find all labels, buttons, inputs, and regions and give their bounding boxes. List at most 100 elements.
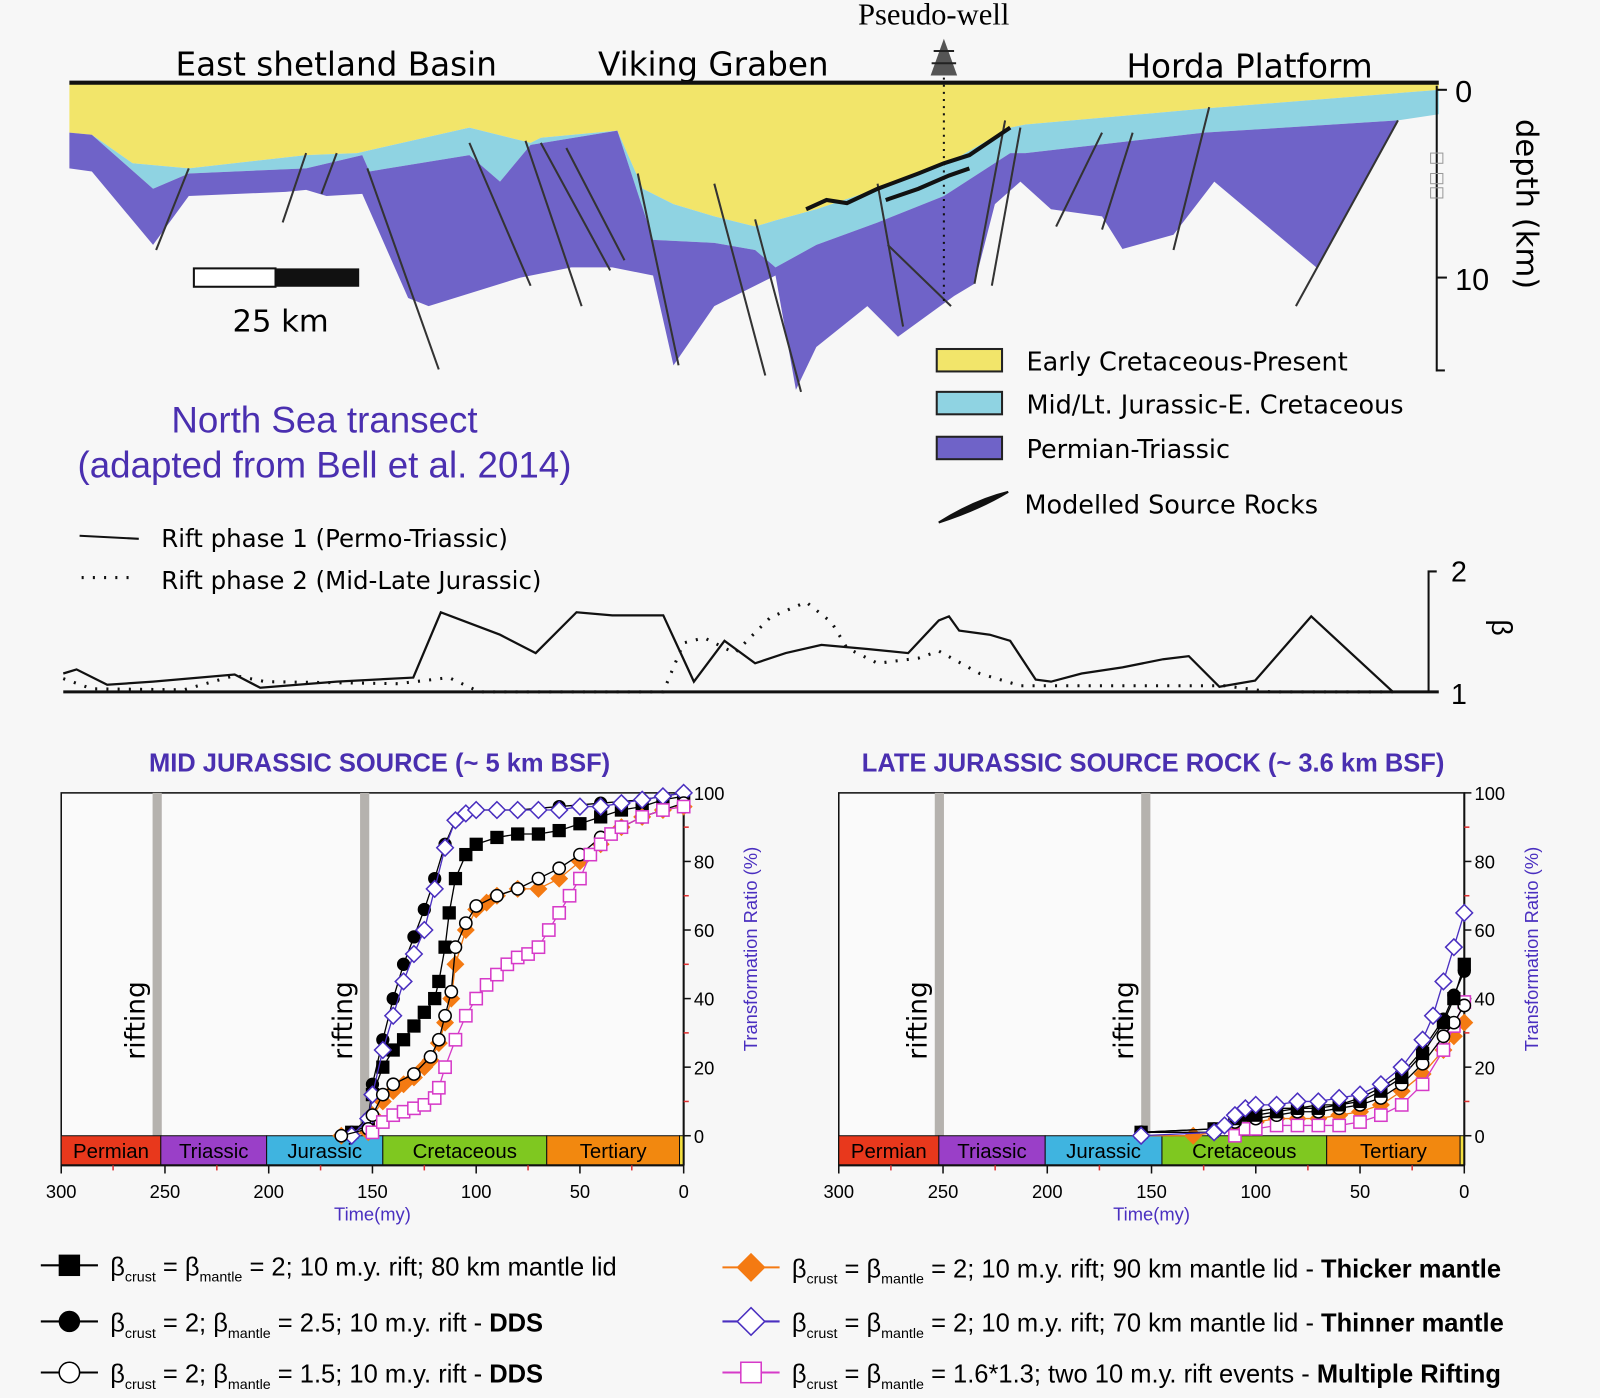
chart-late-jurassic: LATE JURASSIC SOURCE ROCK (~ 3.6 km BSF)…: [823, 749, 1541, 1224]
scale-bar: [192, 267, 360, 288]
data-point: [1308, 1092, 1328, 1111]
data-point: [448, 1032, 463, 1047]
data-point: [448, 940, 463, 955]
legend-text-b1: β: [792, 1310, 807, 1338]
source-rock-lower: [885, 166, 971, 202]
data-point: [1436, 1043, 1451, 1057]
depth-tick-0: 0: [1455, 75, 1472, 109]
legend-text-b2: = β: [837, 1310, 881, 1338]
region-label-horda-platform: Horda Platform: [1127, 48, 1373, 86]
legend-text-b2: = β: [837, 1256, 881, 1284]
legend-label: Early Cretaceous-Present: [1027, 347, 1348, 377]
period-label: Triassic: [179, 1141, 248, 1163]
fault-line: [320, 152, 338, 195]
legend-label: βcrust = 2; βmantle = 2.5; 10 m.y. rift …: [110, 1310, 543, 1342]
region-label-east-shetland: East shetland Basin: [176, 46, 497, 84]
y-tick-label: 0: [694, 1126, 704, 1147]
period-permian: [838, 1135, 940, 1166]
fault-line: [1101, 132, 1134, 230]
data-point: [431, 1080, 446, 1095]
source-rock-upper: [805, 125, 1012, 212]
data-point: [1394, 1097, 1409, 1112]
fault-line: [1295, 119, 1399, 307]
period-jurassic: [266, 1135, 384, 1166]
data-point: [425, 879, 445, 899]
data-point: [1457, 998, 1472, 1013]
data-point: [375, 1087, 390, 1102]
depth-axis: [1430, 85, 1447, 372]
fault-line: [876, 183, 905, 327]
fault-line: [973, 120, 1007, 284]
data-point: [487, 800, 507, 820]
y-tick-label: 80: [1474, 852, 1494, 873]
data-point: [386, 991, 400, 1006]
legend-text-b2: = 2; β: [156, 1361, 228, 1389]
rifting-label: rifting: [903, 981, 934, 1060]
data-point: [438, 1008, 452, 1023]
data-point: [469, 991, 484, 1006]
legend-text-s2: mantle: [881, 1272, 924, 1288]
layer-legend: Early Cretaceous-Present Mid/Lt. Jurassi…: [935, 347, 1404, 524]
x-tick-label: 100: [461, 1181, 492, 1202]
y-tick-label: 40: [694, 989, 714, 1010]
data-point: [570, 797, 590, 816]
legend-text-s2: mantle: [228, 1326, 271, 1342]
x-tick-label: 250: [928, 1181, 959, 1202]
x-tick-label: 300: [823, 1181, 854, 1202]
caption-source: (adapted from Bell et al. 2014): [78, 445, 572, 486]
source-rock-icon: [938, 490, 1009, 524]
beta-phase-1-line: [62, 610, 1394, 693]
series-thin: [1131, 903, 1474, 1146]
period-label: Cretaceous: [413, 1141, 517, 1163]
legend-text-bold: DDS: [489, 1361, 543, 1389]
legend-text-rest: = 1.5; 10 m.y. rift -: [271, 1361, 489, 1389]
legend-text-s1: crust: [807, 1326, 838, 1342]
data-point: [531, 871, 546, 886]
data-point: [1267, 1095, 1286, 1115]
data-point: [1329, 1088, 1349, 1108]
data-point: [552, 823, 566, 838]
x-tick-label: 200: [253, 1181, 284, 1202]
period-label: Permian: [73, 1141, 149, 1163]
data-point: [1350, 1085, 1370, 1104]
depth-axis-label: depth (km): [1508, 119, 1543, 289]
data-point: [428, 991, 442, 1006]
data-point: [541, 923, 556, 937]
legend-text-rest: = 2; 10 m.y. rift; 80 km mantle lid: [242, 1254, 616, 1282]
y-tick-label: 20: [1474, 1057, 1494, 1078]
rift-phase-2-label: Rift phase 2 (Mid-Late Jurassic): [161, 566, 541, 595]
period-permian: [60, 1135, 162, 1166]
y-tick-label: 40: [1474, 989, 1494, 1010]
data-point: [1311, 1118, 1326, 1133]
legend-label: Permian-Triassic: [1027, 435, 1230, 465]
region-label-viking-graben: Viking Graben: [598, 46, 829, 84]
data-point: [635, 809, 650, 824]
data-point: [383, 1006, 403, 1026]
y-tick-label: 100: [694, 783, 725, 804]
legend-label: βcrust = 2; βmantle = 1.5; 10 m.y. rift …: [110, 1361, 543, 1393]
legend-text-bold: Multiple Rifting: [1317, 1361, 1501, 1389]
legend-label: βcrust = βmantle = 1.6*1.3; two 10 m.y. …: [792, 1361, 1501, 1393]
pseudo-well-label: Pseudo-well: [858, 0, 1009, 32]
fault-line: [281, 152, 308, 223]
chart-mid-jurassic: MID JURASSIC SOURCE (~ 5 km BSF) rifting…: [46, 749, 761, 1224]
y-tick-label: 0: [1474, 1126, 1484, 1147]
period-triassic: [938, 1135, 1046, 1166]
data-point: [1413, 1030, 1432, 1050]
period-tertiary: [546, 1135, 681, 1166]
legend-text-b1: β: [110, 1254, 125, 1282]
data-point: [614, 820, 629, 835]
rifting-bar: [152, 792, 162, 1136]
data-point: [466, 800, 486, 820]
data-point: [1353, 1115, 1367, 1129]
fault-line: [539, 142, 612, 271]
data-point: [469, 837, 483, 851]
fault-line: [887, 244, 952, 307]
legend-text-b1: β: [792, 1256, 807, 1284]
x-tick-label: 150: [1136, 1181, 1167, 1202]
data-point: [1392, 1057, 1412, 1077]
data-point: [1454, 903, 1474, 923]
legend-label: βcrust = βmantle = 2; 10 m.y. rift; 80 k…: [110, 1254, 617, 1286]
x-tick-label: 250: [150, 1181, 181, 1202]
legend-marker-icon: [736, 1306, 766, 1337]
